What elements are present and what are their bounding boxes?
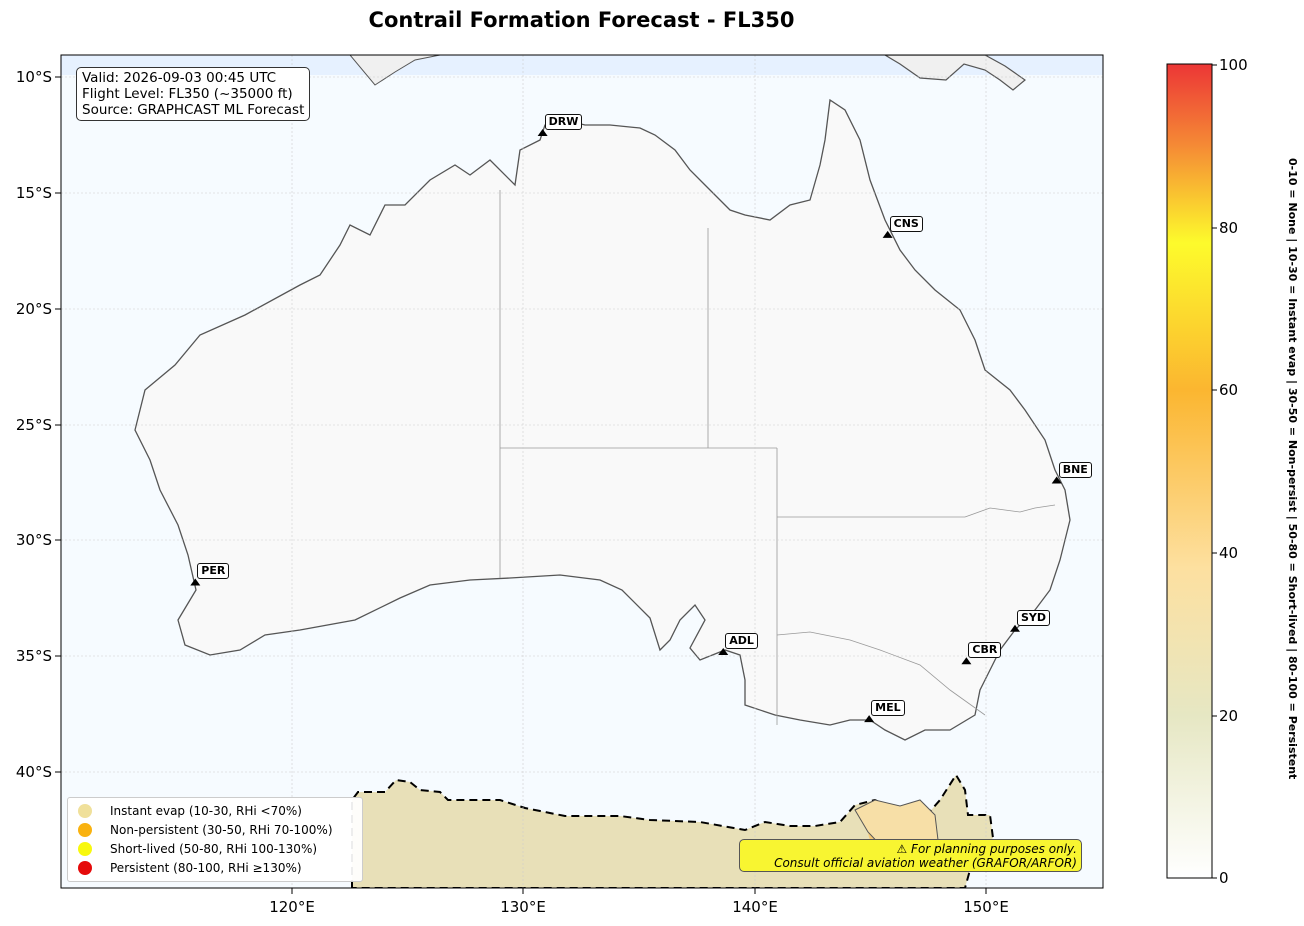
legend-label: Persistent (80-100, RHi ≥130%) (110, 861, 302, 875)
city-label-bne: BNE (1058, 461, 1092, 478)
city-label-mel: MEL (871, 700, 905, 717)
papua-new-guinea-coast (883, 55, 1026, 91)
city-marker-cbr (961, 657, 972, 665)
legend-label: Non-persistent (30-50, RHi 70-100%) (110, 823, 333, 837)
chart-title: Contrail Formation Forecast - FL350 (368, 8, 795, 32)
warning-line-1: ⚠ For planning purposes only. (896, 842, 1077, 856)
legend-label: Instant evap (10-30, RHi <70%) (110, 804, 302, 818)
legend-item-short-lived: Short-lived (50-80, RHi 100-130%) (78, 840, 317, 858)
forecast-info-box: Valid: 2026-09-03 00:45 UTC Flight Level… (76, 67, 311, 121)
colorbar-tick-label: 80 (1219, 219, 1239, 237)
graticule (61, 55, 1103, 888)
lon-tick-label: 120°E (269, 898, 315, 916)
legend-label: Short-lived (50-80, RHi 100-130%) (110, 842, 318, 856)
lon-tick-label: 140°E (732, 898, 778, 916)
valid-time: Valid: 2026-09-03 00:45 UTC (82, 70, 277, 86)
city-marker-syd (1010, 624, 1021, 632)
colorbar (1166, 63, 1213, 879)
legend-swatch (78, 842, 92, 856)
indonesia-coast (349, 55, 441, 86)
city-marker-drw (537, 128, 548, 136)
city-label-cbr: CBR (968, 642, 1002, 659)
city-label-syd: SYD (1017, 609, 1051, 626)
city-label-adl: ADL (725, 632, 758, 649)
legend-swatch (78, 804, 92, 818)
colorbar-tick-label: 100 (1219, 56, 1248, 74)
lon-tick-label: 130°E (500, 898, 546, 916)
flight-level: Flight Level: FL350 (~35000 ft) (82, 86, 293, 102)
colorbar-ticks (1212, 64, 1217, 879)
colorbar-tick-label: 0 (1219, 869, 1229, 887)
colorbar-description: 0-10 = None | 10-30 = Instant evap | 30-… (1286, 158, 1299, 780)
warning-line-2: Consult official aviation weather (GRAFO… (774, 856, 1077, 870)
city-marker-mel (864, 715, 875, 723)
data-source: Source: GRAPHCAST ML Forecast (82, 102, 305, 118)
legend: Instant evap (10-30, RHi <70%) Non-persi… (67, 797, 363, 882)
lat-tick-label: 20°S (16, 300, 52, 318)
city-marker-bne (1051, 476, 1062, 484)
city-markers (190, 128, 1062, 723)
city-label-cns: CNS (889, 215, 923, 232)
city-marker-cns (882, 230, 893, 238)
lat-tick-label: 40°S (16, 763, 52, 781)
ocean-top-band (61, 55, 1103, 75)
lat-tick-label: 15°S (16, 184, 52, 202)
city-label-drw: DRW (544, 113, 583, 130)
colorbar-tick-label: 20 (1219, 707, 1239, 725)
australia-mainland (134, 98, 1071, 741)
lat-tick-label: 10°S (16, 68, 52, 86)
legend-item-non-persistent: Non-persistent (30-50, RHi 70-100%) (78, 821, 333, 839)
planning-warning: ⚠ For planning purposes only. Consult of… (739, 839, 1082, 872)
axis-ticks (55, 76, 987, 894)
city-marker-adl (718, 647, 729, 655)
lat-tick-label: 30°S (16, 531, 52, 549)
lon-tick-label: 150°E (963, 898, 1009, 916)
legend-item-instant-evap: Instant evap (10-30, RHi <70%) (78, 802, 302, 820)
legend-swatch (78, 861, 92, 875)
lat-tick-label: 35°S (16, 647, 52, 665)
city-label-per: PER (197, 563, 230, 580)
map-frame (60, 54, 1104, 889)
lat-tick-label: 25°S (16, 416, 52, 434)
legend-swatch (78, 823, 92, 837)
state-borders (499, 190, 1056, 725)
colorbar-tick-label: 40 (1219, 544, 1239, 562)
colorbar-tick-label: 60 (1219, 381, 1239, 399)
city-marker-per (190, 578, 201, 586)
legend-item-persistent: Persistent (80-100, RHi ≥130%) (78, 859, 302, 877)
